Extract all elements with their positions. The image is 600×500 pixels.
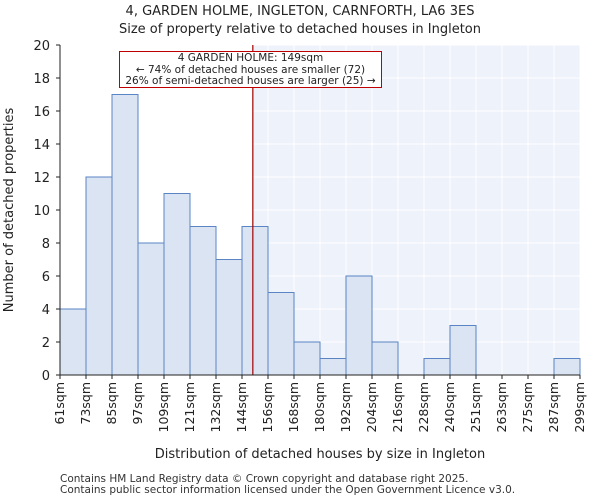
- y-tick-label: 8: [42, 237, 50, 252]
- x-tick-label: 263sqm: [494, 382, 509, 432]
- x-tick-label: 228sqm: [416, 382, 431, 432]
- histogram-bar: [241, 226, 269, 376]
- y-tick-label: 4: [42, 303, 50, 318]
- x-tick-label: 73sqm: [78, 382, 93, 425]
- x-tick-label: 299sqm: [572, 382, 587, 432]
- histogram-bar: [189, 226, 217, 376]
- histogram-bar: [215, 259, 243, 376]
- x-tick-label: 287sqm: [546, 382, 561, 432]
- x-tick-label: 204sqm: [364, 382, 379, 432]
- y-tick-label: 0: [42, 369, 50, 384]
- annotation-larger: 26% of semi-detached houses are larger (…: [125, 75, 376, 87]
- annotation-title: 4 GARDEN HOLME: 149sqm: [177, 52, 324, 64]
- histogram-bar: [85, 176, 113, 376]
- histogram-bar: [137, 242, 165, 376]
- y-axis-ticks: 0 2 4 6 8 10 12 14 16 18 20: [33, 39, 60, 384]
- annotation-smaller: ← 74% of detached houses are smaller (72…: [135, 63, 366, 76]
- y-tick-label: 6: [42, 270, 50, 285]
- x-tick-label: 85sqm: [104, 382, 119, 425]
- x-tick-label: 97sqm: [130, 382, 145, 425]
- y-tick-label: 18: [33, 72, 50, 87]
- x-tick-label: 180sqm: [312, 382, 327, 432]
- x-tick-label: 132sqm: [208, 382, 223, 432]
- x-tick-label: 251sqm: [468, 382, 483, 432]
- histogram-bar: [293, 341, 321, 376]
- chart-title-address: 4, GARDEN HOLME, INGLETON, CARNFORTH, LA…: [125, 4, 475, 19]
- y-axis-label: Number of detached properties: [2, 108, 17, 313]
- x-axis-ticks: 61sqm 73sqm 85sqm 97sqm 109sqm 121sqm 132sqm 14…: [52, 375, 587, 432]
- histogram-bar: [111, 94, 139, 376]
- bars: [59, 94, 581, 376]
- y-tick-label: 2: [42, 336, 50, 351]
- histogram-bar: [59, 308, 87, 376]
- annotation-box: 4 GARDEN HOLME: 149sqm ← 74% of detached…: [119, 51, 382, 88]
- histogram-bar: [267, 292, 295, 376]
- footer-licence: Contains public sector information licen…: [60, 484, 516, 496]
- y-tick-label: 20: [33, 39, 50, 54]
- histogram-bar: [163, 193, 191, 376]
- y-tick-label: 10: [33, 204, 50, 219]
- chart-title-subtitle: Size of property relative to detached ho…: [118, 22, 481, 37]
- histogram-bar: [553, 358, 581, 376]
- x-tick-label: 275sqm: [520, 382, 535, 432]
- x-axis-label: Distribution of detached houses by size …: [155, 447, 485, 462]
- histogram-bar: [319, 358, 347, 376]
- x-tick-label: 156sqm: [260, 382, 275, 432]
- histogram-bar: [345, 275, 373, 376]
- footer-land-registry: Contains HM Land Registry data © Crown c…: [60, 473, 469, 485]
- x-tick-label: 240sqm: [442, 382, 457, 432]
- histogram-bar: [449, 325, 477, 376]
- x-tick-label: 216sqm: [390, 382, 405, 432]
- histogram-bar: [371, 341, 399, 376]
- y-tick-label: 16: [33, 105, 50, 120]
- histogram-bar: [423, 358, 451, 376]
- x-tick-label: 144sqm: [234, 382, 249, 432]
- x-tick-label: 168sqm: [286, 382, 301, 432]
- x-tick-label: 192sqm: [338, 382, 353, 432]
- x-tick-label: 121sqm: [182, 382, 197, 432]
- x-tick-label: 109sqm: [156, 382, 171, 432]
- x-tick-label: 61sqm: [52, 382, 67, 425]
- y-tick-label: 12: [33, 171, 50, 186]
- y-tick-label: 14: [33, 138, 50, 153]
